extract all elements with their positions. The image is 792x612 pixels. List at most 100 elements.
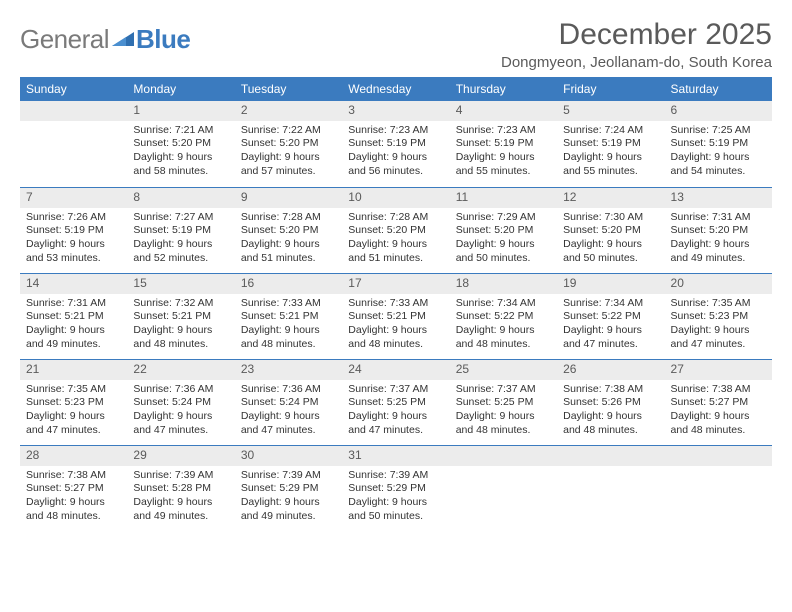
calendar-day-cell: 5Sunrise: 7:24 AMSunset: 5:19 PMDaylight…: [557, 101, 664, 187]
day-content: Sunrise: 7:23 AMSunset: 5:19 PMDaylight:…: [342, 121, 449, 183]
day-info-line: and 51 minutes.: [241, 252, 336, 266]
day-info-line: Daylight: 9 hours: [26, 238, 121, 252]
calendar-table: Sunday Monday Tuesday Wednesday Thursday…: [20, 77, 772, 531]
weekday-header: Tuesday: [235, 77, 342, 101]
calendar-week-row: 7Sunrise: 7:26 AMSunset: 5:19 PMDaylight…: [20, 187, 772, 273]
day-info-line: Daylight: 9 hours: [133, 238, 228, 252]
day-info-line: Sunset: 5:20 PM: [671, 224, 766, 238]
day-info-line: Sunset: 5:25 PM: [348, 396, 443, 410]
day-info-line: and 49 minutes.: [241, 510, 336, 524]
day-info-line: Sunset: 5:19 PM: [563, 137, 658, 151]
day-info-line: Sunset: 5:19 PM: [348, 137, 443, 151]
calendar-day-cell: 29Sunrise: 7:39 AMSunset: 5:28 PMDayligh…: [127, 445, 234, 531]
day-info-line: and 47 minutes.: [241, 424, 336, 438]
day-info-line: Daylight: 9 hours: [133, 410, 228, 424]
day-info-line: and 47 minutes.: [133, 424, 228, 438]
weekday-header: Thursday: [450, 77, 557, 101]
day-info-line: and 54 minutes.: [671, 165, 766, 179]
day-info-line: and 55 minutes.: [563, 165, 658, 179]
day-info-line: Daylight: 9 hours: [456, 410, 551, 424]
day-info-line: Daylight: 9 hours: [348, 496, 443, 510]
day-info-line: and 53 minutes.: [26, 252, 121, 266]
day-number: 22: [127, 359, 234, 380]
day-info-line: Daylight: 9 hours: [563, 151, 658, 165]
day-content: [557, 466, 664, 473]
location: Dongmyeon, Jeollanam-do, South Korea: [501, 54, 772, 71]
day-info-line: Sunrise: 7:34 AM: [456, 297, 551, 311]
day-number: 2: [235, 101, 342, 121]
day-info-line: Sunset: 5:22 PM: [563, 310, 658, 324]
calendar-day-cell: 16Sunrise: 7:33 AMSunset: 5:21 PMDayligh…: [235, 273, 342, 359]
day-info-line: Sunrise: 7:36 AM: [133, 383, 228, 397]
day-number: 12: [557, 187, 664, 208]
day-info-line: Sunset: 5:21 PM: [241, 310, 336, 324]
day-content: Sunrise: 7:34 AMSunset: 5:22 PMDaylight:…: [557, 294, 664, 356]
day-number: 8: [127, 187, 234, 208]
day-info-line: Sunset: 5:20 PM: [456, 224, 551, 238]
day-info-line: and 49 minutes.: [26, 338, 121, 352]
day-number: [665, 445, 772, 466]
day-number: 13: [665, 187, 772, 208]
calendar-day-cell: 10Sunrise: 7:28 AMSunset: 5:20 PMDayligh…: [342, 187, 449, 273]
day-info-line: Daylight: 9 hours: [348, 324, 443, 338]
day-number: 4: [450, 101, 557, 121]
day-info-line: Daylight: 9 hours: [456, 238, 551, 252]
day-info-line: Daylight: 9 hours: [241, 496, 336, 510]
day-info-line: Daylight: 9 hours: [456, 324, 551, 338]
day-info-line: Daylight: 9 hours: [563, 410, 658, 424]
weekday-header: Sunday: [20, 77, 127, 101]
day-number: 25: [450, 359, 557, 380]
day-info-line: and 48 minutes.: [456, 424, 551, 438]
day-info-line: Daylight: 9 hours: [133, 496, 228, 510]
day-info-line: and 48 minutes.: [456, 338, 551, 352]
day-number: 16: [235, 273, 342, 294]
day-info-line: Sunset: 5:25 PM: [456, 396, 551, 410]
day-info-line: and 50 minutes.: [348, 510, 443, 524]
day-info-line: Sunset: 5:19 PM: [133, 224, 228, 238]
logo-text-blue: Blue: [136, 24, 190, 55]
day-info-line: Sunset: 5:23 PM: [671, 310, 766, 324]
calendar-day-cell: 1Sunrise: 7:21 AMSunset: 5:20 PMDaylight…: [127, 101, 234, 187]
calendar-day-cell: 11Sunrise: 7:29 AMSunset: 5:20 PMDayligh…: [450, 187, 557, 273]
day-info-line: Daylight: 9 hours: [563, 238, 658, 252]
day-number: 27: [665, 359, 772, 380]
calendar-day-cell: 6Sunrise: 7:25 AMSunset: 5:19 PMDaylight…: [665, 101, 772, 187]
day-info-line: Sunset: 5:21 PM: [133, 310, 228, 324]
day-info-line: Sunrise: 7:38 AM: [563, 383, 658, 397]
day-number: 23: [235, 359, 342, 380]
month-title: December 2025: [501, 18, 772, 52]
day-info-line: Sunset: 5:20 PM: [241, 224, 336, 238]
day-content: Sunrise: 7:33 AMSunset: 5:21 PMDaylight:…: [342, 294, 449, 356]
day-number: 26: [557, 359, 664, 380]
day-content: Sunrise: 7:36 AMSunset: 5:24 PMDaylight:…: [235, 380, 342, 442]
day-number: 9: [235, 187, 342, 208]
day-info-line: Sunset: 5:21 PM: [348, 310, 443, 324]
day-info-line: Daylight: 9 hours: [456, 151, 551, 165]
day-content: Sunrise: 7:35 AMSunset: 5:23 PMDaylight:…: [20, 380, 127, 442]
day-number: 7: [20, 187, 127, 208]
day-info-line: Daylight: 9 hours: [348, 238, 443, 252]
day-info-line: Daylight: 9 hours: [671, 410, 766, 424]
day-info-line: Sunrise: 7:26 AM: [26, 211, 121, 225]
calendar-day-cell: [20, 101, 127, 187]
calendar-week-row: 1Sunrise: 7:21 AMSunset: 5:20 PMDaylight…: [20, 101, 772, 187]
day-number: 19: [557, 273, 664, 294]
calendar-day-cell: 20Sunrise: 7:35 AMSunset: 5:23 PMDayligh…: [665, 273, 772, 359]
day-info-line: Sunrise: 7:31 AM: [671, 211, 766, 225]
day-info-line: Sunset: 5:19 PM: [456, 137, 551, 151]
day-info-line: Daylight: 9 hours: [241, 238, 336, 252]
day-number: 15: [127, 273, 234, 294]
calendar-day-cell: 21Sunrise: 7:35 AMSunset: 5:23 PMDayligh…: [20, 359, 127, 445]
day-info-line: Daylight: 9 hours: [26, 324, 121, 338]
calendar-day-cell: [557, 445, 664, 531]
day-content: Sunrise: 7:21 AMSunset: 5:20 PMDaylight:…: [127, 121, 234, 183]
day-info-line: Sunrise: 7:28 AM: [348, 211, 443, 225]
day-info-line: and 47 minutes.: [26, 424, 121, 438]
day-number: [20, 101, 127, 121]
day-content: Sunrise: 7:34 AMSunset: 5:22 PMDaylight:…: [450, 294, 557, 356]
day-content: Sunrise: 7:32 AMSunset: 5:21 PMDaylight:…: [127, 294, 234, 356]
day-info-line: Daylight: 9 hours: [241, 151, 336, 165]
day-info-line: Sunrise: 7:35 AM: [671, 297, 766, 311]
day-info-line: Sunset: 5:20 PM: [348, 224, 443, 238]
weekday-header: Friday: [557, 77, 664, 101]
